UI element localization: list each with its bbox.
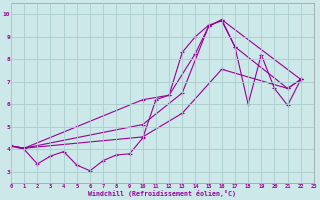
X-axis label: Windchill (Refroidissement éolien,°C): Windchill (Refroidissement éolien,°C) [88,190,236,197]
